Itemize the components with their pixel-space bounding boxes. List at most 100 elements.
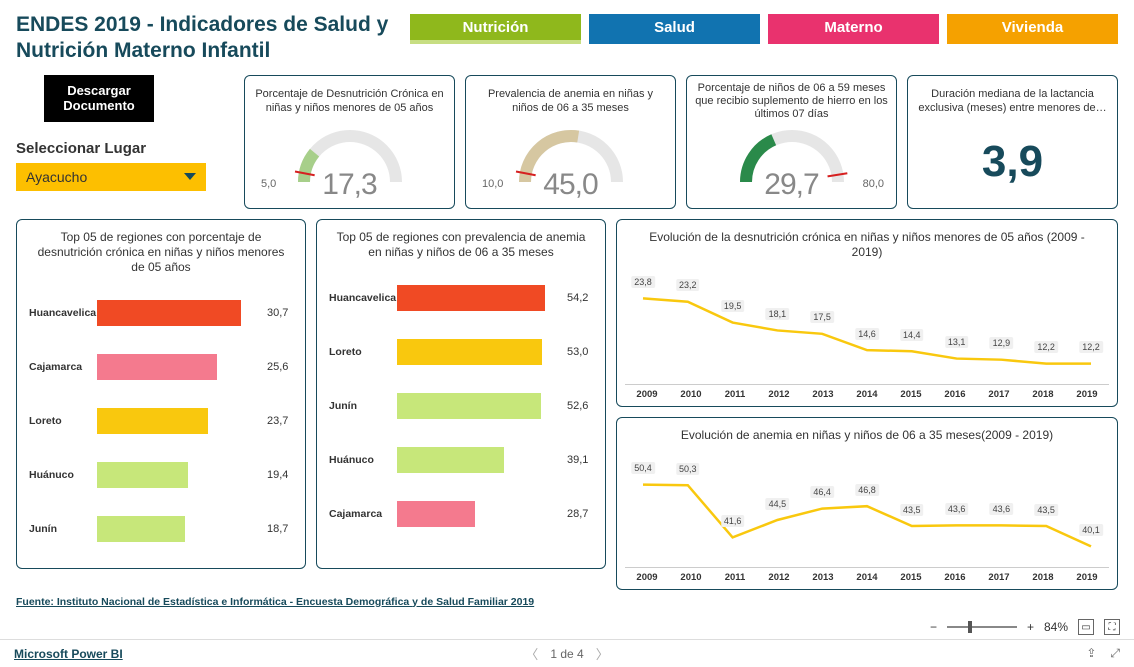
zoom-in-button[interactable]: +	[1027, 620, 1034, 634]
bar-list: Huancavelica 30,7Cajamarca 25,6Loreto 23…	[25, 291, 297, 551]
bar-chart-anemia: Top 05 de regiones con prevalencia de an…	[316, 219, 606, 569]
x-tick: 2015	[889, 389, 933, 400]
point-label: 19,5	[721, 300, 745, 312]
left-controls: Descargar Documento Seleccionar Lugar Ay…	[16, 75, 234, 209]
bar-track	[397, 285, 561, 311]
point-label: 12,9	[990, 337, 1014, 349]
x-tick: 2011	[713, 572, 757, 583]
bar-row: Huánuco 19,4	[25, 453, 297, 497]
point-label: 14,4	[900, 329, 924, 341]
bar-label: Huancavelica	[325, 292, 397, 304]
x-tick: 2010	[669, 572, 713, 583]
bar-track	[397, 501, 561, 527]
point-label: 13,1	[945, 336, 969, 348]
bar-chart-desnutricion: Top 05 de regiones con porcentaje de des…	[16, 219, 306, 569]
line-plot: 23,823,219,518,117,514,614,413,112,912,2…	[625, 264, 1109, 384]
bar-value: 30,7	[267, 307, 297, 319]
point-label: 23,8	[631, 276, 655, 288]
bar-fill	[397, 285, 545, 311]
bar-fill	[397, 393, 541, 419]
source-link[interactable]: Fuente: Instituto Nacional de Estadístic…	[16, 596, 1118, 608]
page-next-button[interactable]: 〉	[596, 644, 609, 663]
line-chart-desnutricion: Evolución de la desnutrición crónica en …	[616, 219, 1118, 407]
expand-icon[interactable]: ⤢	[1110, 646, 1120, 661]
bar-fill	[97, 354, 217, 380]
point-label: 46,4	[810, 486, 834, 498]
bar-label: Loreto	[25, 415, 97, 427]
gauge-min: 5,0	[261, 178, 276, 190]
bar-row: Huancavelica 54,2	[325, 276, 597, 320]
x-tick: 2019	[1065, 389, 1109, 400]
bar-label: Cajamarca	[25, 361, 97, 373]
page-prev-button[interactable]: 〈	[525, 644, 538, 663]
bar-track	[97, 462, 261, 488]
bar-value: 23,7	[267, 415, 297, 427]
point-label: 12,2	[1034, 341, 1058, 353]
x-tick: 2013	[801, 389, 845, 400]
x-tick: 2014	[845, 389, 889, 400]
bar-value: 25,6	[267, 361, 297, 373]
bar-label: Junín	[325, 400, 397, 412]
x-tick: 2011	[713, 389, 757, 400]
header-row: ENDES 2019 - Indicadores de Salud y Nutr…	[16, 12, 1118, 65]
bar-label: Junín	[25, 523, 97, 535]
pager: 〈 1 de 4 〉	[525, 644, 608, 663]
zoom-toolbar: − + 84% ▭ ⛶	[930, 619, 1120, 635]
powerbi-brand[interactable]: Microsoft Power BI	[14, 647, 123, 661]
kpi-title: Duración mediana de la lactancia exclusi…	[916, 82, 1109, 122]
tab-materno[interactable]: Materno	[768, 14, 939, 44]
point-label: 18,1	[766, 308, 790, 320]
zoom-slider[interactable]	[947, 626, 1017, 628]
gauge-max: 80,0	[863, 178, 884, 190]
bar-track	[97, 408, 261, 434]
select-label: Seleccionar Lugar	[16, 140, 234, 157]
zoom-out-button[interactable]: −	[930, 620, 937, 634]
tab-vivienda[interactable]: Vivienda	[947, 14, 1118, 44]
fit-page-icon[interactable]: ▭	[1078, 619, 1094, 635]
x-tick: 2016	[933, 389, 977, 400]
bar-row: Huánuco 39,1	[325, 438, 597, 482]
x-tick: 2019	[1065, 572, 1109, 583]
page-title: ENDES 2019 - Indicadores de Salud y Nutr…	[16, 12, 396, 65]
fullscreen-icon[interactable]: ⛶	[1104, 619, 1120, 635]
bar-value: 54,2	[567, 292, 597, 304]
kpi-cards: Porcentaje de Desnutrición Crónica en ni…	[244, 75, 1118, 209]
bar-value: 19,4	[267, 469, 297, 481]
line-plot: 50,450,341,644,546,446,843,543,643,643,5…	[625, 447, 1109, 567]
x-tick: 2012	[757, 389, 801, 400]
x-tick: 2018	[1021, 572, 1065, 583]
point-label: 50,3	[676, 463, 700, 475]
place-selector[interactable]: Ayacucho	[16, 163, 206, 191]
download-button[interactable]: Descargar Documento	[44, 75, 154, 122]
point-label: 43,6	[990, 503, 1014, 515]
bar-track	[97, 354, 261, 380]
x-axis: 2009201020112012201320142015201620172018…	[625, 384, 1109, 400]
point-label: 41,6	[721, 515, 745, 527]
bar-label: Huánuco	[25, 469, 97, 481]
point-label: 17,5	[810, 311, 834, 323]
bar-row: Loreto 23,7	[25, 399, 297, 443]
kpi-bignum-card: Duración mediana de la lactancia exclusi…	[907, 75, 1118, 209]
bar-track	[97, 300, 261, 326]
share-icon[interactable]: ⇪	[1086, 646, 1096, 661]
point-label: 12,2	[1079, 341, 1103, 353]
bar-value: 18,7	[267, 523, 297, 535]
bar-track	[397, 339, 561, 365]
x-tick: 2017	[977, 389, 1021, 400]
footer-bar: Microsoft Power BI 〈 1 de 4 〉 ⇪ ⤢	[0, 639, 1134, 667]
x-tick: 2013	[801, 572, 845, 583]
kpi-row: Descargar Documento Seleccionar Lugar Ay…	[16, 75, 1118, 209]
x-tick: 2012	[757, 572, 801, 583]
x-tick: 2017	[977, 572, 1021, 583]
bar-fill	[97, 516, 185, 542]
bar-label: Huánuco	[325, 454, 397, 466]
page-indicator: 1 de 4	[550, 647, 583, 661]
bar-track	[397, 447, 561, 473]
bar-row: Loreto 53,0	[325, 330, 597, 374]
card-title: Top 05 de regiones con porcentaje de des…	[35, 230, 287, 275]
bar-value: 28,7	[567, 508, 597, 520]
tab-nutrición[interactable]: Nutrición	[410, 14, 581, 44]
x-tick: 2016	[933, 572, 977, 583]
tab-salud[interactable]: Salud	[589, 14, 760, 44]
x-tick: 2015	[889, 572, 933, 583]
